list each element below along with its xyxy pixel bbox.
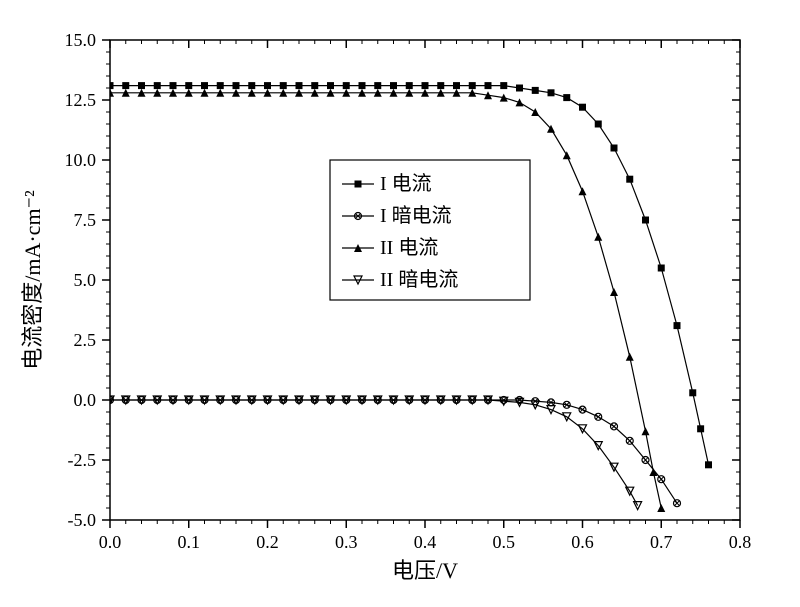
svg-text:10.0: 10.0 <box>65 150 97 170</box>
legend-label: I 电流 <box>380 172 432 195</box>
svg-text:-2.5: -2.5 <box>68 450 97 470</box>
svg-text:0.8: 0.8 <box>729 532 752 552</box>
svg-text:0.0: 0.0 <box>99 532 122 552</box>
svg-text:12.5: 12.5 <box>65 90 97 110</box>
iv-chart: 0.0 0.1 0.2 0.3 0.4 0.5 0.6 0.7 0.8 -5.0 -2.5 0.0 2.… <box>0 0 800 607</box>
svg-text:0.0: 0.0 <box>74 390 97 410</box>
svg-text:0.4: 0.4 <box>414 532 437 552</box>
svg-text:0.1: 0.1 <box>178 532 201 552</box>
svg-text:2.5: 2.5 <box>74 330 97 350</box>
svg-text:0.3: 0.3 <box>335 532 358 552</box>
y-axis-label: 电流密度/mA·cm⁻² <box>20 190 45 370</box>
svg-text:0.2: 0.2 <box>256 532 279 552</box>
svg-text:5.0: 5.0 <box>74 270 97 290</box>
legend-label: II 暗电流 <box>380 268 458 291</box>
series-1 <box>107 397 681 507</box>
series-3 <box>106 396 642 510</box>
x-axis-label: 电压/V <box>392 558 458 583</box>
svg-text:15.0: 15.0 <box>65 30 97 50</box>
svg-text:0.7: 0.7 <box>650 532 673 552</box>
chart-svg: 0.0 0.1 0.2 0.3 0.4 0.5 0.6 0.7 0.8 -5.0 -2.5 0.0 2.… <box>0 0 800 607</box>
svg-text:7.5: 7.5 <box>74 210 97 230</box>
legend: I 电流 I 暗电流 II 电流 II 暗电流 <box>330 160 530 300</box>
svg-text:0.6: 0.6 <box>571 532 594 552</box>
legend-label: I 暗电流 <box>380 204 452 227</box>
svg-text:0.5: 0.5 <box>493 532 516 552</box>
legend-label: II 电流 <box>380 236 438 259</box>
svg-text:-5.0: -5.0 <box>68 510 97 530</box>
